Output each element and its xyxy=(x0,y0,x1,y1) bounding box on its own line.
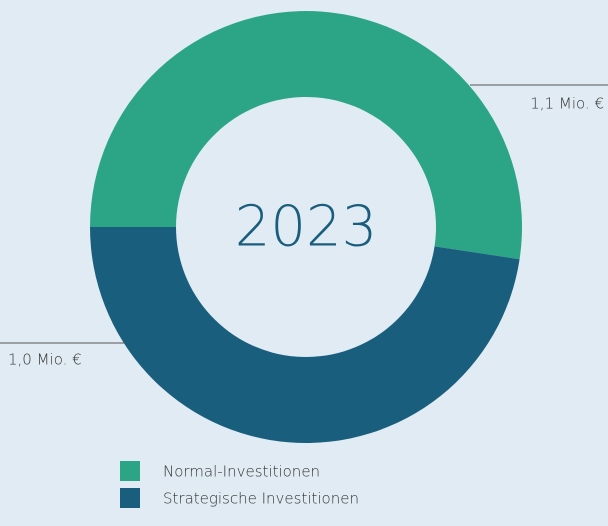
center-label: 2023 xyxy=(235,194,378,259)
value-label: 1,1 Mio. € xyxy=(530,95,604,113)
legend-swatch xyxy=(120,461,140,481)
legend-swatch xyxy=(120,488,140,508)
legend-label: Strategische Investitionen xyxy=(163,490,359,508)
donut-segment xyxy=(90,10,522,260)
value-label: 1,0 Mio. € xyxy=(8,351,82,369)
donut-segment xyxy=(90,227,520,443)
legend-label: Normal-Investitionen xyxy=(163,463,320,481)
